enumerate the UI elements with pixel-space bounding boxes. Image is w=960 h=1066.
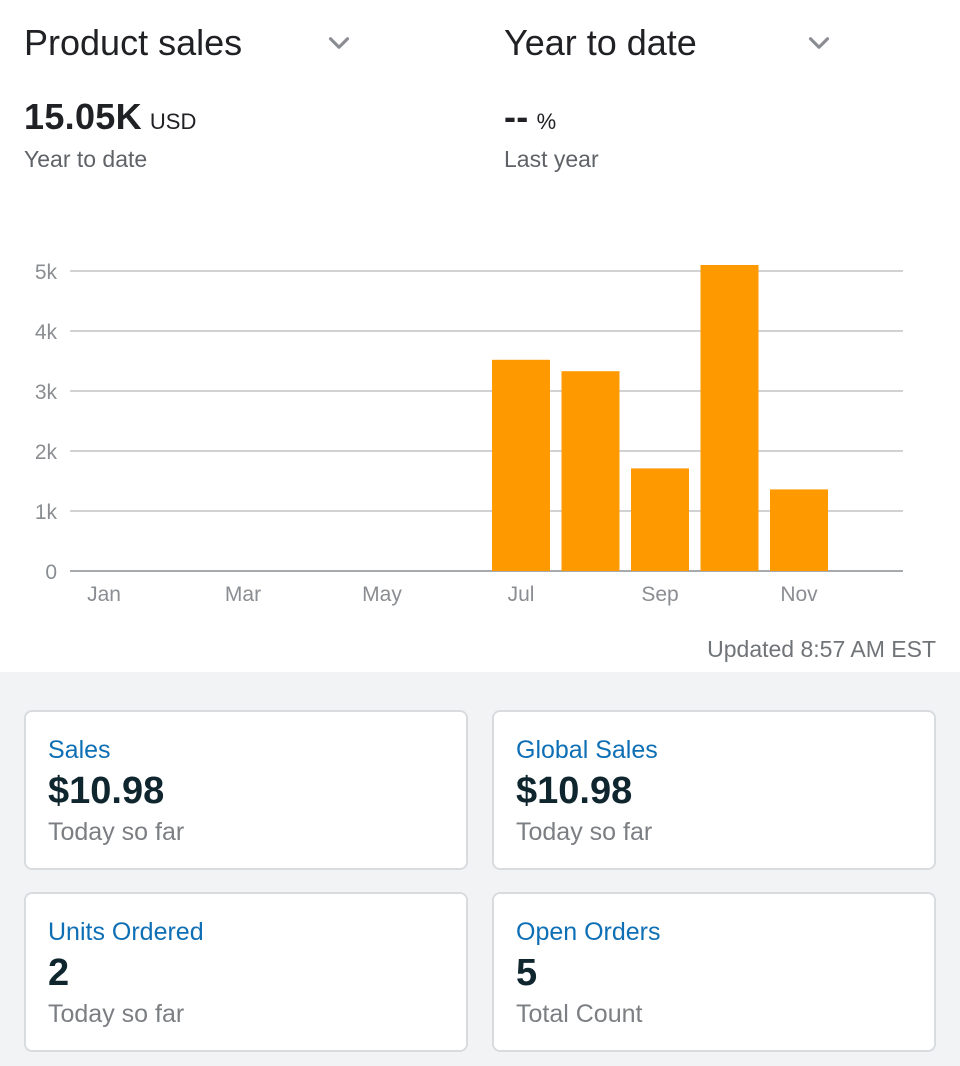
x-tick-label: Jul [508, 583, 535, 606]
x-tick-label: Sep [641, 583, 678, 606]
x-tick-label: Nov [780, 583, 818, 606]
card-value: $10.98 [516, 770, 633, 812]
bar-oct[interactable] [700, 265, 759, 571]
change-value: -- [504, 96, 529, 137]
change-metric: --% Last year [504, 96, 599, 172]
card-value: 5 [516, 952, 538, 994]
total-sales-value: 15.05K [24, 96, 142, 137]
card-title: Units Ordered [48, 918, 204, 946]
card-subtitle: Today so far [48, 818, 185, 846]
global-sales-card[interactable]: Global Sales $10.98 Today so far [492, 710, 936, 870]
card-title: Global Sales [516, 736, 658, 764]
total-sales-caption: Year to date [24, 146, 148, 172]
x-tick-label: May [362, 583, 402, 606]
bar-aug[interactable] [561, 371, 620, 571]
bar-sep[interactable] [631, 468, 689, 571]
y-tick-label: 5k [35, 261, 58, 284]
y-tick-label: 0 [45, 561, 57, 584]
card-subtitle: Today so far [48, 1000, 185, 1028]
total-sales-metric: 15.05K USD Year to date [24, 96, 197, 172]
y-tick-label: 4k [35, 321, 58, 344]
units-ordered-card[interactable]: Units Ordered 2 Today so far [24, 892, 468, 1052]
metric-selector[interactable]: Product sales [24, 18, 356, 68]
x-tick-label: Mar [225, 583, 261, 606]
total-sales-unit: USD [149, 109, 197, 134]
x-tick-label: Jan [87, 583, 121, 606]
period-selector[interactable]: Year to date [504, 18, 836, 68]
sales-card[interactable]: Sales $10.98 Today so far [24, 710, 468, 870]
bar-jul[interactable] [492, 359, 550, 571]
card-title: Sales [48, 736, 111, 764]
y-tick-label: 3k [35, 381, 58, 404]
metric-selector-label: Product sales [24, 22, 243, 63]
y-tick-label: 2k [35, 441, 58, 464]
y-tick-label: 1k [35, 501, 58, 524]
change-caption: Last year [504, 146, 599, 172]
updated-timestamp: Updated 8:57 AM EST [707, 636, 936, 662]
sales-bar-chart: 0 1k 2k 3k 4k 5k Jan Mar May Jul Sep Nov [35, 261, 903, 606]
card-value: 2 [48, 952, 70, 994]
stats-cards-panel: Sales $10.98 Today so far Global Sales $… [0, 672, 960, 1066]
card-value: $10.98 [48, 770, 165, 812]
chevron-down-icon [328, 37, 350, 49]
change-unit: % [536, 109, 557, 134]
chevron-down-icon [808, 37, 830, 49]
sales-overview-panel: Product sales Year to date 15.05K USD Yea… [24, 18, 936, 662]
open-orders-card[interactable]: Open Orders 5 Total Count [492, 892, 936, 1052]
card-subtitle: Total Count [516, 1000, 643, 1028]
card-title: Open Orders [516, 918, 661, 946]
period-selector-label: Year to date [504, 22, 697, 63]
bar-nov[interactable] [770, 489, 828, 571]
card-subtitle: Today so far [516, 818, 653, 846]
